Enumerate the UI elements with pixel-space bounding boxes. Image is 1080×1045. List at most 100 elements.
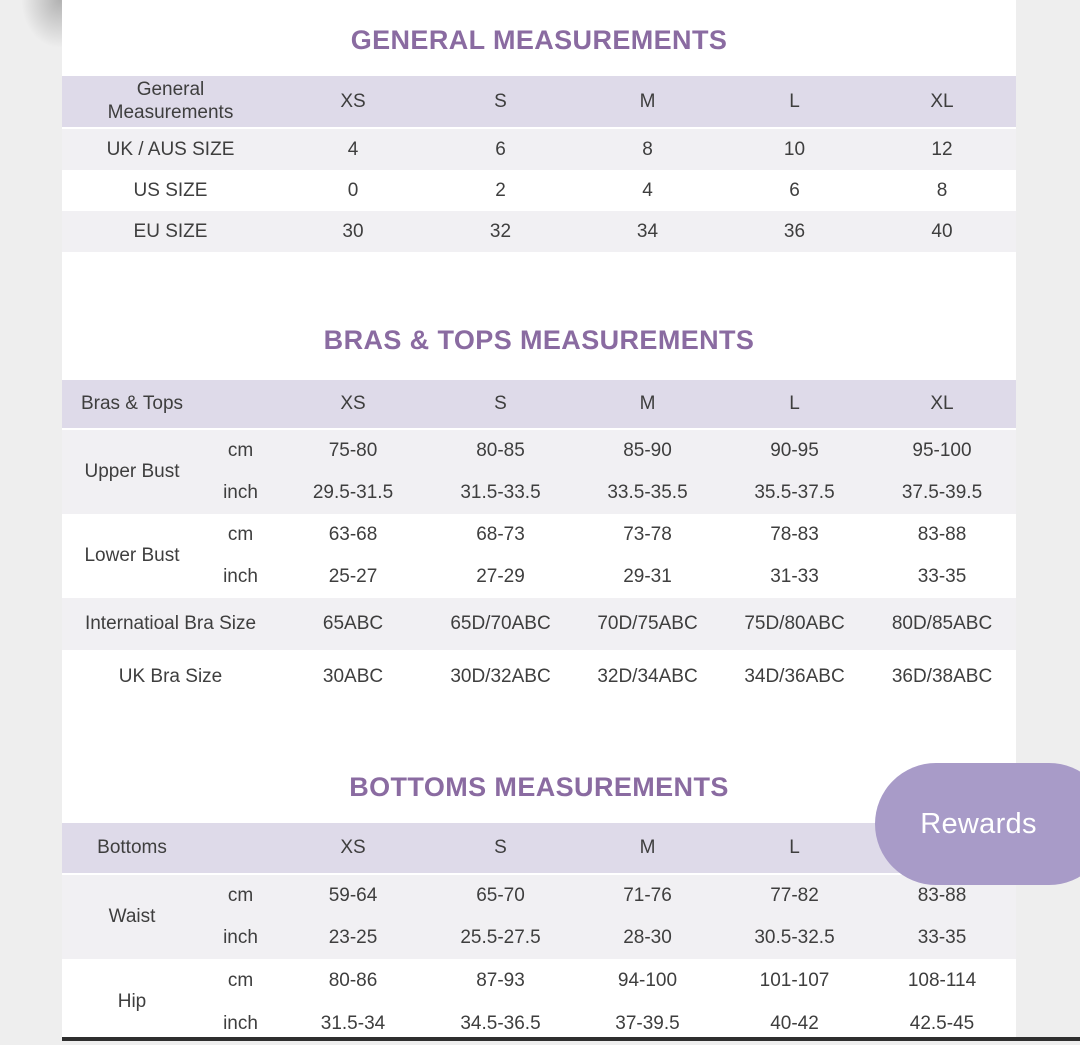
value-cell: 68-73: [476, 524, 525, 545]
value-cell: 85-90: [574, 430, 721, 472]
unit-label: inch: [202, 917, 279, 959]
rewards-button[interactable]: Rewards: [875, 763, 1080, 885]
row-label: US SIZE: [133, 179, 208, 201]
value-cell: 33-35: [868, 917, 1016, 959]
unit-label: cm: [227, 969, 254, 991]
table-row: EU SIZE 30 32 34 36 40: [62, 211, 1016, 252]
value-cell: 80-86: [328, 969, 378, 991]
value-cell: 65ABC: [279, 598, 427, 650]
row-label: Upper Bust: [62, 430, 202, 514]
value-cell: 42.5-45: [909, 1012, 975, 1034]
rewards-button-label: Rewards: [920, 807, 1037, 840]
value-cell: 29-31: [623, 566, 672, 587]
value-cell: 36: [721, 211, 868, 252]
value-cell: 70D/75ABC: [574, 598, 721, 650]
value-cell: 25.5-27.5: [427, 917, 574, 959]
value-cell: 2: [495, 179, 506, 201]
size-header: XS: [279, 380, 427, 430]
value-cell: 73-78: [623, 524, 672, 545]
value-cell: 4: [279, 129, 427, 170]
unit-header-spacer: [202, 380, 279, 430]
general-section-title: GENERAL MEASUREMENTS: [350, 25, 728, 55]
value-cell: 31.5-34: [320, 1012, 386, 1034]
value-cell: 31.5-33.5: [427, 472, 574, 514]
size-header: L: [721, 823, 868, 875]
table-row: inch 23-25 25.5-27.5 28-30 30.5-32.5 33-…: [62, 917, 1016, 959]
corner-shadow: [18, 0, 62, 52]
table-corner-label: Bottoms: [62, 823, 202, 875]
value-cell: 75-80: [279, 430, 427, 472]
value-cell: 37-39.5: [615, 1012, 680, 1034]
value-cell: 10: [721, 129, 868, 170]
unit-header-spacer: [202, 823, 279, 875]
value-cell: 94-100: [617, 969, 678, 991]
unit-label: cm: [202, 875, 279, 917]
value-cell: 75D/80ABC: [721, 598, 868, 650]
value-cell: 31-33: [770, 566, 819, 587]
unit-label: cm: [227, 524, 254, 545]
value-cell: 65D/70ABC: [427, 598, 574, 650]
value-cell: 33-35: [917, 566, 967, 587]
size-header: XS: [279, 823, 427, 875]
table-corner-label: General Measurements: [62, 76, 279, 129]
row-label: UK Bra Size: [118, 665, 223, 687]
value-cell: 6: [427, 129, 574, 170]
value-cell: 40: [868, 211, 1016, 252]
size-header: L: [721, 76, 868, 129]
table-row: UK / AUS SIZE 4 6 8 10 12: [62, 129, 1016, 170]
unit-label: inch: [223, 1012, 258, 1034]
value-cell: 12: [868, 129, 1016, 170]
size-header: M: [574, 380, 721, 430]
size-header: S: [427, 823, 574, 875]
row-label: UK / AUS SIZE: [62, 129, 279, 170]
unit-label: inch: [223, 566, 258, 587]
bras-tops-table: Bras & Tops XS S M L XL Upper Bust cm 75…: [62, 380, 1016, 703]
table-row: UK Bra Size 30ABC 30D/32ABC 32D/34ABC 34…: [62, 650, 1016, 703]
size-header: M: [574, 76, 721, 129]
bottoms-table: Bottoms XS S M L XL Waist cm 59-64 65-70…: [62, 823, 1016, 1045]
size-header: XL: [868, 380, 1016, 430]
value-cell: 87-93: [476, 969, 525, 991]
value-cell: 59-64: [279, 875, 427, 917]
size-header: S: [427, 380, 574, 430]
size-header: XS: [279, 76, 427, 129]
table-row: Hip cm 80-86 87-93 94-100 101-107 108-11…: [62, 959, 1016, 1013]
value-cell: 30ABC: [322, 665, 384, 687]
value-cell: 108-114: [907, 969, 977, 991]
value-cell: 4: [642, 179, 653, 201]
size-header: XL: [868, 76, 1016, 129]
value-cell: 34: [574, 211, 721, 252]
value-cell: 35.5-37.5: [721, 472, 868, 514]
table-row: Upper Bust cm 75-80 80-85 85-90 90-95 95…: [62, 430, 1016, 514]
value-cell: 80D/85ABC: [868, 598, 1016, 650]
size-header: S: [427, 76, 574, 129]
table-row: Waist cm 59-64 65-70 71-76 77-82 83-88: [62, 875, 1016, 959]
table-corner-label: Bras & Tops: [62, 380, 202, 430]
bras-section-title: BRAS & TOPS MEASUREMENTS: [323, 325, 755, 355]
value-cell: 30.5-32.5: [721, 917, 868, 959]
bottom-edge: [62, 1037, 1080, 1041]
general-measurements-table: General Measurements XS S M L XL UK / AU…: [62, 76, 1016, 252]
value-cell: 40-42: [770, 1012, 819, 1034]
value-cell: 90-95: [721, 430, 868, 472]
value-cell: 36D/38ABC: [891, 665, 993, 687]
value-cell: 37.5-39.5: [868, 472, 1016, 514]
value-cell: 32: [427, 211, 574, 252]
value-cell: 71-76: [574, 875, 721, 917]
size-header: L: [721, 380, 868, 430]
value-cell: 8: [574, 129, 721, 170]
row-label: Waist: [62, 875, 202, 959]
value-cell: 33.5-35.5: [574, 472, 721, 514]
value-cell: 78-83: [770, 524, 819, 545]
value-cell: 23-25: [279, 917, 427, 959]
value-cell: 25-27: [328, 566, 378, 587]
value-cell: 0: [347, 179, 359, 201]
table-row: Lower Bust cm 63-68 68-73 73-78 78-83 83…: [62, 514, 1016, 566]
value-cell: 6: [789, 179, 800, 201]
size-header: M: [574, 823, 721, 875]
value-cell: 34D/36ABC: [744, 665, 845, 687]
row-label: Internatioal Bra Size: [62, 598, 279, 650]
row-label: EU SIZE: [62, 211, 279, 252]
value-cell: 63-68: [328, 524, 378, 545]
table-corner-label-text: General Measurements: [107, 79, 234, 123]
